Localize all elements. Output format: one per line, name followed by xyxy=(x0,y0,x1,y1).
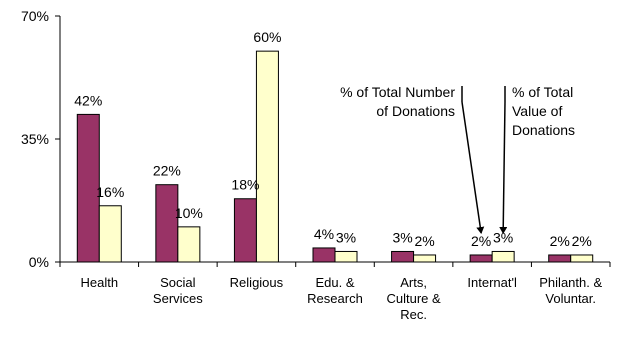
x-tick-label: Philanth. & Voluntar. xyxy=(539,275,602,306)
y-tick-label: 0% xyxy=(29,254,49,270)
data-label: 3% xyxy=(493,229,513,245)
bar-value xyxy=(491,250,515,263)
data-label: 16% xyxy=(96,184,124,200)
y-tick-label: 35% xyxy=(21,131,49,147)
x-tick-label: Edu. & Research xyxy=(307,275,363,306)
bar-value xyxy=(177,226,201,263)
bars xyxy=(76,50,594,263)
y-tick-label: 70% xyxy=(21,8,49,24)
x-tick-label: Social Services xyxy=(153,275,203,306)
axes: 0% 35% 70% Health Social Services Religious Edu… xyxy=(21,8,611,322)
x-tick-label: Internat'l xyxy=(467,275,517,290)
x-tick-label: Health xyxy=(80,275,118,290)
bar-number xyxy=(233,198,257,263)
data-label: 2% xyxy=(572,233,592,249)
data-label: 3% xyxy=(392,229,412,245)
bar-number xyxy=(76,113,100,263)
annotations: % of Total Number of Donations % of Total V… xyxy=(340,84,575,234)
data-label: 18% xyxy=(231,177,259,193)
bar-value xyxy=(413,254,437,263)
data-label: 4% xyxy=(314,226,334,242)
bar-number xyxy=(391,250,415,263)
x-tick-label: Religious xyxy=(230,275,284,290)
bar-number xyxy=(312,247,336,263)
bar-number xyxy=(155,184,179,263)
bar-number xyxy=(548,254,572,263)
bar-number xyxy=(469,254,493,263)
data-label: 10% xyxy=(175,205,203,221)
annotation-text: % of Total Number of Donations xyxy=(340,84,455,119)
data-label: 60% xyxy=(253,29,281,45)
bar-value xyxy=(334,250,358,263)
annotation-arrow xyxy=(461,101,485,234)
bar-value xyxy=(98,205,122,263)
data-label: 3% xyxy=(336,229,356,245)
annotation-text: % of Total Value of Donations xyxy=(512,84,575,138)
annotation-arrow xyxy=(499,101,508,234)
data-label: 2% xyxy=(471,233,491,249)
x-tick-label: Arts, Culture & Rec. xyxy=(386,275,441,322)
data-label: 42% xyxy=(74,92,102,108)
data-label: 2% xyxy=(550,233,570,249)
data-labels: 42%22%18%4% 3% 2% 2%16%10%60%3% 2% 3% 2% xyxy=(74,29,592,249)
data-label: 2% xyxy=(414,233,434,249)
data-label: 22% xyxy=(153,163,181,179)
bar-value xyxy=(570,254,594,263)
bar-value xyxy=(255,50,279,263)
